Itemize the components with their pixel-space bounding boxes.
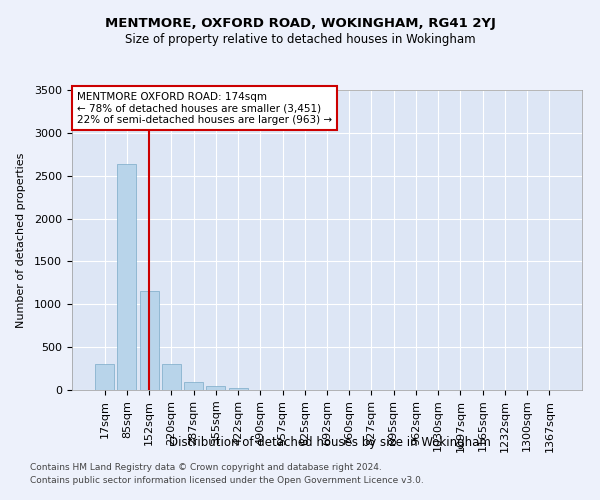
Bar (95, 364, 114, 390)
Y-axis label: Number of detached properties: Number of detached properties (16, 152, 26, 328)
Bar (162, 364, 181, 390)
Text: Distribution of detached houses by size in Wokingham: Distribution of detached houses by size … (169, 436, 491, 449)
Text: Contains HM Land Registry data © Crown copyright and database right 2024.: Contains HM Land Registry data © Crown c… (30, 464, 382, 472)
Bar (184, 382, 203, 390)
Bar (206, 386, 225, 390)
Text: Contains public sector information licensed under the Open Government Licence v3: Contains public sector information licen… (30, 476, 424, 485)
Text: MENTMORE OXFORD ROAD: 174sqm
← 78% of detached houses are smaller (3,451)
22% of: MENTMORE OXFORD ROAD: 174sqm ← 78% of de… (77, 92, 332, 124)
Text: Size of property relative to detached houses in Wokingham: Size of property relative to detached ho… (125, 32, 475, 46)
Text: MENTMORE, OXFORD ROAD, WOKINGHAM, RG41 2YJ: MENTMORE, OXFORD ROAD, WOKINGHAM, RG41 2… (104, 18, 496, 30)
Bar (118, 164, 136, 390)
Bar (140, 292, 158, 390)
Bar (229, 388, 248, 390)
